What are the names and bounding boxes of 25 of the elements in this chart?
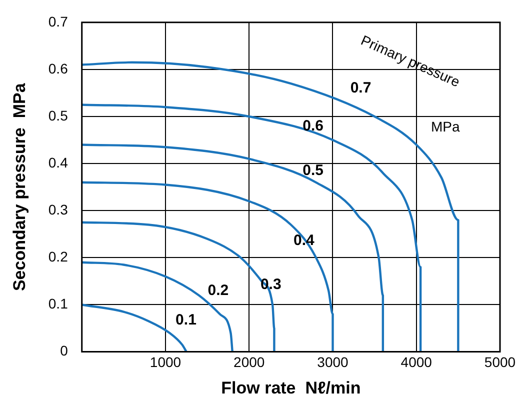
- y-tick-label: 0.4: [48, 154, 68, 170]
- x-axis-title: Flow rate Nℓ/min: [221, 378, 361, 398]
- y-axis-title: Secondary pressure MPa: [10, 82, 29, 292]
- annotation: MPa: [431, 118, 460, 135]
- y-tick-label: 0: [60, 342, 68, 359]
- x-tick-label: 2000: [234, 354, 265, 370]
- series-label: 0.1: [176, 312, 196, 329]
- x-tick-label: 1000: [150, 354, 182, 370]
- y-tick-label: 0.1: [48, 296, 68, 312]
- series-label: 0.2: [208, 282, 229, 299]
- x-tick-label: 5000: [484, 354, 516, 370]
- y-tick-label: 0.3: [48, 201, 68, 218]
- y-tick-label: 0.7: [48, 13, 68, 30]
- line-series: [82, 104, 422, 352]
- line-series: [82, 261, 234, 352]
- line-series: [82, 144, 384, 352]
- y-tick-label: 0.6: [48, 60, 68, 76]
- y-tick-label: 0.2: [48, 248, 68, 265]
- x-tick-label: 3000: [317, 354, 349, 370]
- series-label: 0.6: [302, 118, 324, 135]
- series-label: 0.5: [302, 162, 324, 180]
- line-series: [82, 181, 334, 352]
- y-tick-label: 0.5: [48, 107, 68, 124]
- series-label: 0.7: [350, 79, 372, 96]
- x-tick-label: 4000: [400, 354, 432, 370]
